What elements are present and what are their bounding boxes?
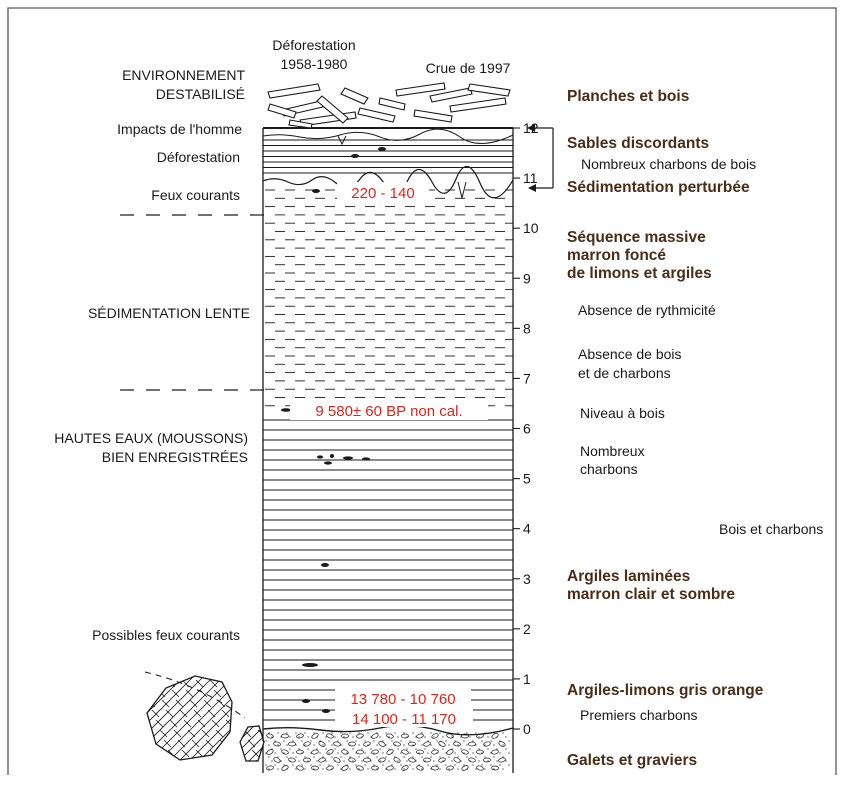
label-disturbed: Sédimentation perturbée bbox=[567, 179, 750, 196]
label-deforestation-left: Déforestation bbox=[157, 149, 240, 165]
depth-tick-label: 10 bbox=[523, 220, 539, 236]
label-planks: Planches et bois bbox=[567, 88, 689, 105]
label-wood-level: Niveau à bois bbox=[580, 405, 665, 421]
label-frequent-fires: Feux courants bbox=[151, 187, 240, 203]
label-human-impacts: Impacts de l'homme bbox=[117, 121, 242, 137]
depth-scale: 0123456789101112 bbox=[513, 120, 539, 737]
label-no-wood-1: Absence de bois bbox=[578, 346, 682, 362]
burrow-mark-top bbox=[337, 135, 347, 146]
figure-frame bbox=[7, 7, 837, 775]
label-massive-2: marron foncé bbox=[567, 247, 666, 264]
depth-tick-label: 11 bbox=[523, 170, 538, 186]
depth-tick-label: 8 bbox=[523, 320, 531, 336]
label-deforestation-years: 1958-1980 bbox=[281, 56, 348, 72]
bracket-arrow-top bbox=[527, 124, 535, 132]
date-box-3 bbox=[335, 689, 471, 707]
label-high-water-1: HAUTES EAUX (MOUSSONS) bbox=[54, 430, 248, 446]
date-label-4: 14 100 - 11 170 bbox=[352, 711, 456, 728]
label-sands: Sables discordants bbox=[567, 135, 709, 152]
label-wood-and-charcoal: Bois et charbons bbox=[719, 521, 823, 537]
depth-tick-label: 5 bbox=[523, 471, 531, 487]
label-first-charcoal: Premiers charbons bbox=[580, 707, 698, 723]
sediment-column bbox=[263, 139, 513, 771]
depth-tick-label: 1 bbox=[523, 671, 531, 687]
charcoal-fragments bbox=[281, 147, 386, 713]
depth-tick-label: 7 bbox=[523, 370, 531, 386]
depth-tick-label: 3 bbox=[523, 571, 531, 587]
label-no-rhythm: Absence de rythmicité bbox=[578, 302, 716, 318]
bracket-arrow-bottom bbox=[528, 184, 536, 192]
date-label-2: 9 580± 60 BP non cal. bbox=[315, 403, 462, 420]
label-environment-2: DESTABILISÉ bbox=[156, 86, 245, 102]
label-no-wood-2: et de charbons bbox=[578, 365, 671, 381]
date-box-1 bbox=[337, 182, 429, 202]
depth-tick-label: 4 bbox=[523, 521, 531, 537]
depth-tick-label: 6 bbox=[523, 421, 531, 437]
label-flood: Crue de 1997 bbox=[426, 60, 511, 76]
label-laminated-2: marron clair et sombre bbox=[567, 586, 735, 603]
gravel-boundary bbox=[262, 724, 514, 736]
gravel-pattern bbox=[265, 732, 510, 771]
date-label-1: 220 - 140 bbox=[351, 185, 414, 202]
wood-planks bbox=[267, 82, 511, 129]
massive-layer-dashes bbox=[265, 189, 513, 407]
boulder-dashed-outline bbox=[144, 671, 246, 719]
burrow-mark bbox=[457, 181, 467, 199]
depth-tick-label: 2 bbox=[523, 621, 531, 637]
laminated-layer-lines bbox=[263, 139, 513, 721]
label-high-water-2: BIEN ENREGISTRÉES bbox=[102, 449, 248, 465]
label-possible-fires: Possibles feux courants bbox=[92, 627, 240, 643]
depth-tick-label: 9 bbox=[523, 270, 531, 286]
label-numerous-1: Nombreux bbox=[580, 443, 645, 459]
label-massive-1: Séquence massive bbox=[567, 229, 706, 246]
label-gravel: Galets et graviers bbox=[567, 752, 697, 769]
date-box-2 bbox=[290, 400, 488, 420]
label-laminated-1: Argiles laminées bbox=[567, 568, 690, 585]
date-label-3: 13 780 - 10 760 bbox=[350, 691, 455, 708]
label-clay-silt: Argiles-limons gris orange bbox=[567, 682, 764, 699]
label-environment-1: ENVIRONNEMENT bbox=[122, 67, 245, 83]
date-box-4 bbox=[335, 709, 473, 727]
label-deforestation-header: Déforestation bbox=[272, 37, 355, 53]
label-many-charcoal: Nombreux charbons de bois bbox=[581, 156, 756, 172]
label-numerous-2: charbons bbox=[580, 461, 638, 477]
boulders bbox=[146, 675, 265, 762]
depth-tick-label: 0 bbox=[523, 721, 531, 737]
label-massive-3: de limons et argiles bbox=[567, 265, 712, 282]
unconformity-top bbox=[262, 128, 514, 144]
label-slow-sedimentation: SÉDIMENTATION LENTE bbox=[88, 305, 250, 321]
